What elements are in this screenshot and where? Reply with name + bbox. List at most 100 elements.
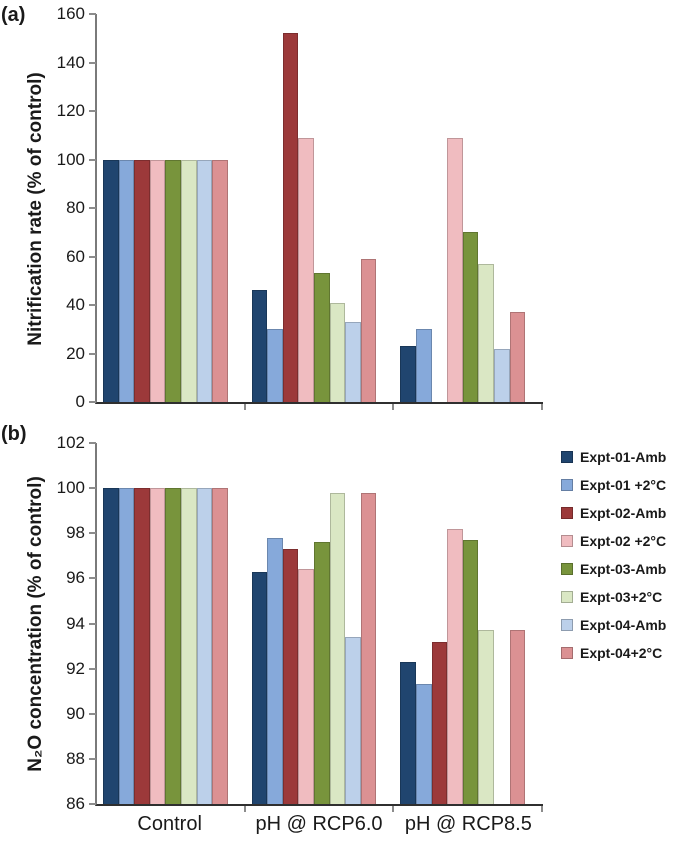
bar-Expt-012C-Control [118, 488, 135, 804]
y-axis-tick-label: 86 [66, 794, 85, 813]
y-axis-tick-label: 20 [66, 343, 85, 363]
bar-Expt-01-Amb-pHRCP8.5 [400, 346, 416, 402]
bar-Expt-042C-pHRCP6.0 [360, 492, 377, 804]
panel-a-label: (a) [1, 4, 26, 26]
bar-Expt-03-Amb-pHRCP6.0 [314, 273, 330, 402]
bar-Expt-02-Amb-Control [134, 488, 150, 804]
panel-a-plot-area: 0 20 40 60 80 100 120 140 160 [57, 4, 543, 411]
legend-item: Expt-02 +2°C [561, 533, 666, 549]
legend-item: Expt-04-Amb [561, 617, 666, 633]
bar-Expt-022C-pHRCP8.5 [447, 528, 463, 804]
bar-Expt-03-Amb-pHRCP8.5 [462, 540, 479, 804]
y-axis-tick-label: 96 [66, 568, 85, 588]
legend-label: Expt-02-Amb [580, 505, 667, 521]
bar-Expt-042C-pHRCP8.5 [509, 312, 526, 402]
legend-label: Expt-02 +2°C [580, 533, 667, 549]
bar-Expt-02-Amb-Control [134, 159, 150, 402]
bar-Expt-01-Amb-pHRCP6.0 [251, 290, 268, 402]
bar-Expt-01-Amb-pHRCP8.5 [400, 661, 416, 804]
y-axis-tick-label: 88 [66, 748, 85, 768]
bar-Expt-03-Amb-pHRCP8.5 [462, 232, 479, 402]
bar-Expt-03-Amb-Control [165, 159, 181, 402]
bar-Expt-022C-pHRCP6.0 [298, 137, 315, 402]
y-axis-tick-label: 100 [56, 149, 85, 169]
y-axis-tick [89, 577, 96, 580]
bar-Expt-022C-Control [149, 159, 166, 402]
y-axis-tick-label: 90 [66, 703, 85, 723]
legend: Expt-01-Amb Expt-01 +2°C Expt-02-Amb Expt-0… [561, 449, 666, 661]
category-label-Control: Control [137, 813, 202, 835]
legend-label: Expt-01 +2°C [580, 477, 667, 493]
legend-label: Expt-03-Amb [580, 561, 667, 577]
legend-item: Expt-02-Amb [561, 505, 666, 521]
bar-Expt-03-Amb-pHRCP6.0 [314, 542, 330, 804]
y-axis-tick-label: 92 [66, 658, 85, 678]
y-axis-tick-label: 102 [56, 433, 85, 452]
legend-swatch-icon [561, 563, 573, 575]
bar-Expt-04-Amb-Control [196, 159, 213, 402]
y-axis-tick [89, 110, 96, 112]
bar-Expt-042C-pHRCP8.5 [509, 630, 526, 804]
y-axis-tick-label: 100 [56, 478, 85, 498]
y-axis-tick-label: 60 [66, 246, 85, 266]
y-axis-tick [89, 255, 96, 258]
bar-Expt-022C-Control [149, 488, 166, 804]
category-axis-labels: Control pH @ RCP6.0 pH @ RCP8.5 [95, 813, 543, 843]
x-axis-tick [541, 806, 543, 812]
y-axis-tick [89, 158, 96, 161]
y-axis-tick [89, 622, 96, 625]
y-axis-tick-label: 140 [56, 52, 85, 72]
bar-Expt-012C-Control [118, 159, 135, 402]
legend-swatch-icon [561, 619, 573, 631]
y-axis-tick [89, 712, 96, 715]
y-axis-tick [89, 532, 96, 535]
bar-Expt-032C-Control [181, 159, 197, 402]
bar-Expt-032C-pHRCP6.0 [329, 492, 346, 804]
bar-Expt-022C-pHRCP6.0 [298, 569, 315, 804]
bar-Expt-042C-pHRCP6.0 [360, 258, 377, 402]
bar-Expt-042C-Control [212, 488, 228, 804]
bar-Expt-042C-Control [212, 159, 228, 402]
bar-Expt-02-Amb-pHRCP6.0 [282, 549, 299, 804]
legend-label: Expt-04-Amb [580, 617, 667, 633]
y-axis-tick [89, 401, 96, 403]
bar-Expt-032C-Control [181, 488, 197, 804]
bar-Expt-04-Amb-pHRCP6.0 [345, 637, 361, 804]
bar-Expt-04-Amb-pHRCP6.0 [345, 321, 361, 402]
legend-item: Expt-04+2°C [561, 645, 666, 661]
bar-Expt-012C-pHRCP6.0 [267, 329, 283, 402]
category-label-pHRCP6.0: pH @ RCP6.0 [255, 813, 383, 835]
panel-b-label: (b) [1, 423, 27, 445]
bar-Expt-012C-pHRCP8.5 [415, 684, 432, 804]
category-label-pHRCP8.5: pH @ RCP8.5 [404, 813, 532, 835]
panel-b-plot-area: 86 88 90 92 94 96 98 100 102 [57, 433, 543, 813]
legend-item: Expt-03+2°C [561, 589, 666, 605]
bar-Expt-012C-pHRCP6.0 [267, 537, 283, 804]
bar-Expt-032C-pHRCP6.0 [329, 302, 346, 402]
bar-Expt-012C-pHRCP8.5 [415, 329, 432, 402]
y-axis-tick-label: 98 [66, 523, 85, 543]
bar-Expt-01-Amb-Control [103, 159, 119, 402]
x-axis-tick [392, 404, 395, 410]
x-axis-tick [541, 404, 543, 410]
y-axis-tick [89, 487, 96, 490]
legend-label: Expt-01-Amb [580, 449, 667, 465]
y-axis-tick [89, 803, 96, 805]
y-axis-tick-label: 40 [66, 295, 85, 314]
x-axis-tick [392, 806, 395, 812]
y-axis-tick [89, 757, 96, 760]
legend-swatch-icon [561, 535, 573, 547]
y-axis-tick [89, 61, 96, 64]
y-axis-tick-label: 94 [66, 613, 85, 633]
legend-item: Expt-01 +2°C [561, 477, 666, 493]
bar-Expt-04-Amb-Control [196, 488, 213, 804]
y-axis-tick-label: 80 [66, 198, 85, 217]
legend-swatch-icon [561, 479, 573, 491]
bar-Expt-01-Amb-pHRCP6.0 [251, 571, 268, 804]
y-axis-tick-label: 0 [75, 392, 85, 411]
bar-Expt-02-Amb-pHRCP8.5 [431, 641, 448, 804]
bar-Expt-02-Amb-pHRCP6.0 [282, 33, 299, 402]
y-axis-tick-label: 160 [56, 4, 85, 23]
y-axis-tick [89, 667, 96, 670]
legend-swatch-icon [561, 591, 573, 603]
